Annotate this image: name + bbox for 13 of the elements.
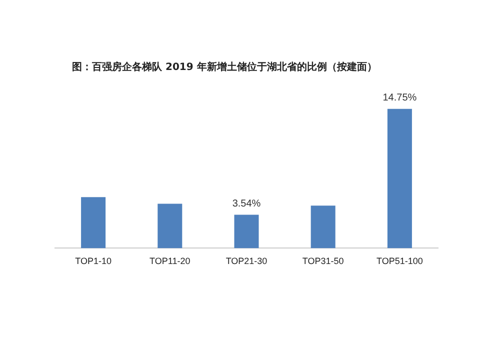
x-tick-label: TOP31-50 bbox=[302, 256, 344, 266]
bar bbox=[310, 206, 336, 248]
data-label: 14.75% bbox=[382, 92, 417, 104]
bar bbox=[158, 204, 182, 248]
x-tick-label: TOP21-30 bbox=[226, 256, 268, 266]
data-label: 3.54% bbox=[232, 198, 261, 210]
chart-title: 图：百强房企各梯队 2019 年新增土储位于湖北省的比例（按建面） bbox=[72, 60, 377, 74]
bar bbox=[81, 197, 106, 248]
x-tick-label: TOP51-100 bbox=[376, 256, 423, 266]
x-tick-label: TOP1-10 bbox=[75, 256, 112, 266]
bar bbox=[387, 108, 412, 248]
bar bbox=[234, 214, 259, 248]
x-tick-label: TOP11-20 bbox=[150, 256, 190, 266]
